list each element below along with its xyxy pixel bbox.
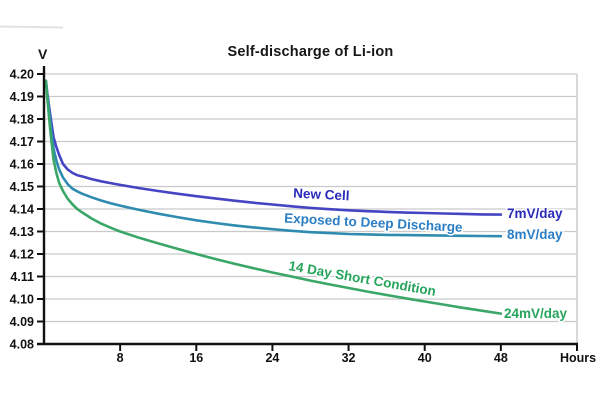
rate-label: 7mV/day: [507, 206, 563, 221]
curve-1: [44, 79, 503, 216]
y-tick-label: 4.17: [10, 135, 34, 149]
y-tick-label: 4.20: [10, 68, 34, 82]
y-tick-label: 4.08: [10, 338, 34, 352]
series-label: 14 Day Short Condition: [287, 258, 437, 299]
chart-title: Self-discharge of Li-ion: [227, 44, 394, 60]
x-tick-label: 48: [494, 351, 508, 365]
y-tick-label: 4.15: [10, 180, 34, 194]
x-tick-label: 40: [418, 351, 432, 365]
y-axis-unit-label: V: [38, 46, 48, 62]
y-tick-label: 4.12: [10, 248, 34, 262]
x-axis-unit-label: Hours: [560, 351, 596, 365]
x-tick-label: 16: [189, 351, 203, 365]
y-tick-label: 4.14: [10, 203, 34, 217]
y-tick-label: 4.13: [10, 225, 34, 239]
x-tick-label: 8: [117, 351, 124, 365]
series-label: New Cell: [293, 186, 350, 204]
x-tick-label: 32: [342, 351, 356, 365]
rate-label: 8mV/day: [507, 227, 563, 242]
rate-label: 24mV/day: [504, 306, 568, 321]
y-tick-label: 4.11: [10, 270, 34, 284]
y-tick-label: 4.09: [10, 315, 34, 329]
y-tick-label: 4.18: [10, 113, 34, 127]
y-tick-label: 4.10: [10, 293, 34, 307]
y-tick-label: 4.19: [10, 90, 34, 104]
curve-3: [44, 79, 503, 315]
curve-2: [44, 79, 503, 238]
x-tick-label: 24: [265, 351, 279, 365]
y-tick-label: 4.16: [10, 158, 34, 172]
